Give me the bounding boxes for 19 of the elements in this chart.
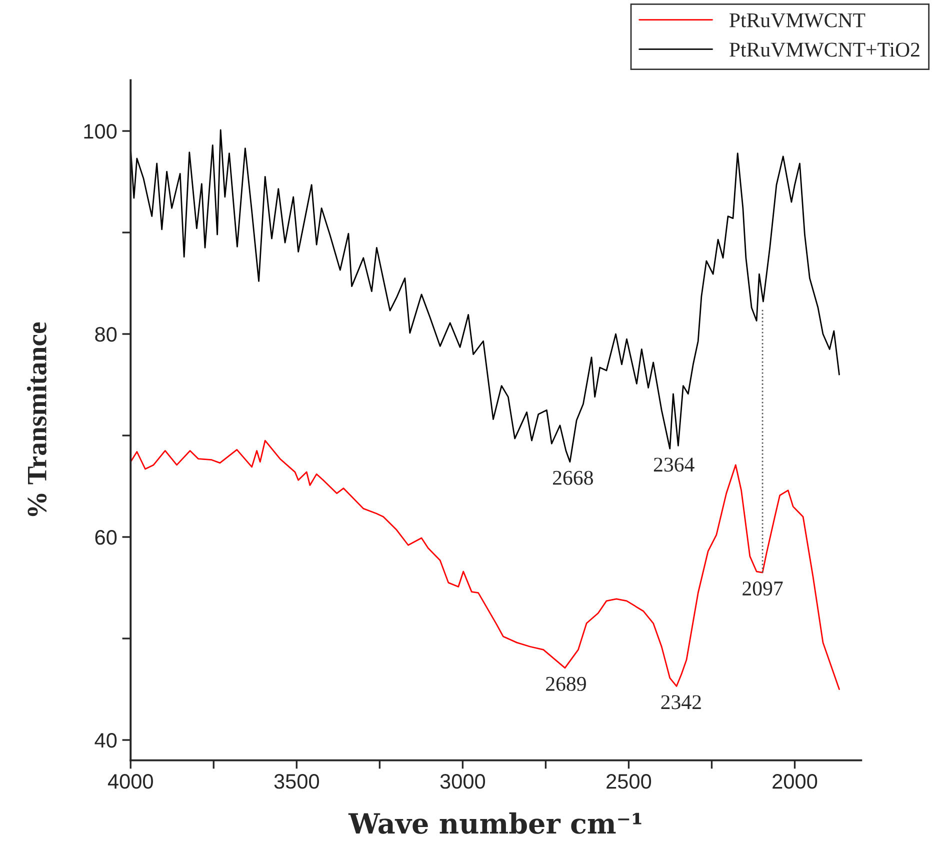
y-tick-label: 40 bbox=[94, 733, 117, 748]
legend-label: PtRuVMWCNT+TiO2 bbox=[730, 42, 920, 57]
legend-label: PtRuVMWCNT bbox=[730, 13, 866, 28]
y-tick-label: 100 bbox=[84, 124, 117, 139]
annotation: 2342 bbox=[661, 695, 701, 710]
x-axis-title: Wave number cm⁻¹ bbox=[348, 812, 642, 834]
y-axis-title: % Transmitance bbox=[26, 322, 47, 516]
x-tick-label: 4000 bbox=[108, 774, 153, 789]
line-series bbox=[130, 440, 840, 690]
annotation: 2689 bbox=[546, 676, 586, 691]
annotation: 2364 bbox=[654, 458, 694, 472]
x-tick-label: 2000 bbox=[772, 774, 818, 789]
annotation: 2668 bbox=[553, 470, 593, 485]
annotation: 2097 bbox=[742, 581, 783, 596]
y-tick-label: 80 bbox=[95, 327, 117, 342]
x-tick-label: 3000 bbox=[440, 774, 486, 789]
x-tick-label: 2500 bbox=[606, 774, 652, 789]
x-tick-label: 3500 bbox=[274, 774, 320, 789]
y-tick-label: 60 bbox=[95, 530, 117, 545]
